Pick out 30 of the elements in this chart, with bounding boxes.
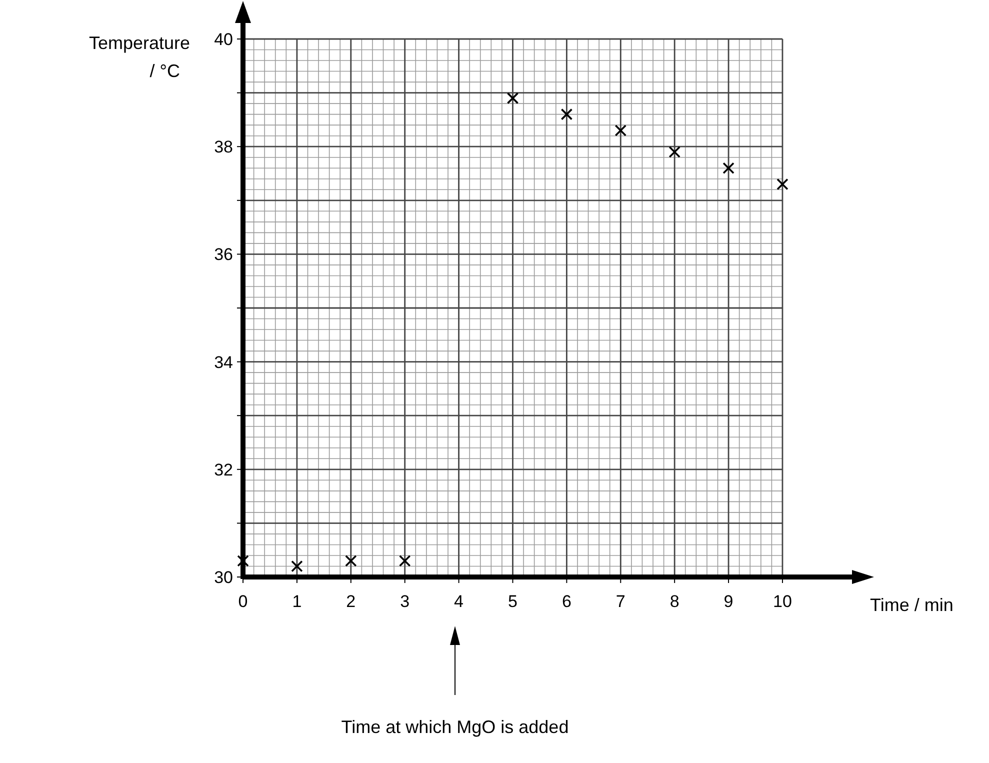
y-tick-label: 36: [214, 245, 233, 264]
x-axis-title: Time / min: [870, 595, 954, 615]
x-tick-label: 1: [292, 592, 302, 611]
x-tick-label: 4: [454, 592, 464, 611]
x-tick-label: 5: [508, 592, 518, 611]
y-tick-label: 32: [214, 460, 233, 480]
point: [722, 162, 734, 174]
x-tick-label: 6: [562, 592, 572, 611]
point: [506, 92, 519, 104]
x-tick-label: 8: [670, 592, 680, 611]
point: [398, 554, 411, 567]
point: [560, 108, 573, 120]
x-tick-label: 2: [346, 592, 356, 611]
text: Time at which MgO is added: [341, 717, 569, 737]
x-tick-label: 3: [400, 592, 410, 611]
point: [614, 124, 627, 136]
point: [237, 554, 249, 567]
x-tick-label: 10: [773, 592, 792, 611]
point: [344, 554, 357, 567]
y-tick-label: 34: [214, 352, 233, 372]
y-axis-title: Temperature / °C: [88, 33, 190, 81]
point: [668, 146, 680, 158]
x-tick-label: 9: [724, 592, 734, 611]
point: [291, 560, 303, 572]
x-tick-label: 0: [238, 592, 248, 611]
point: [776, 178, 788, 190]
y-tick-label: 38: [214, 138, 233, 157]
y-tick-label: 30: [214, 568, 233, 587]
y-tick-label: 40: [214, 30, 233, 49]
x-tick-label: 7: [616, 592, 626, 611]
